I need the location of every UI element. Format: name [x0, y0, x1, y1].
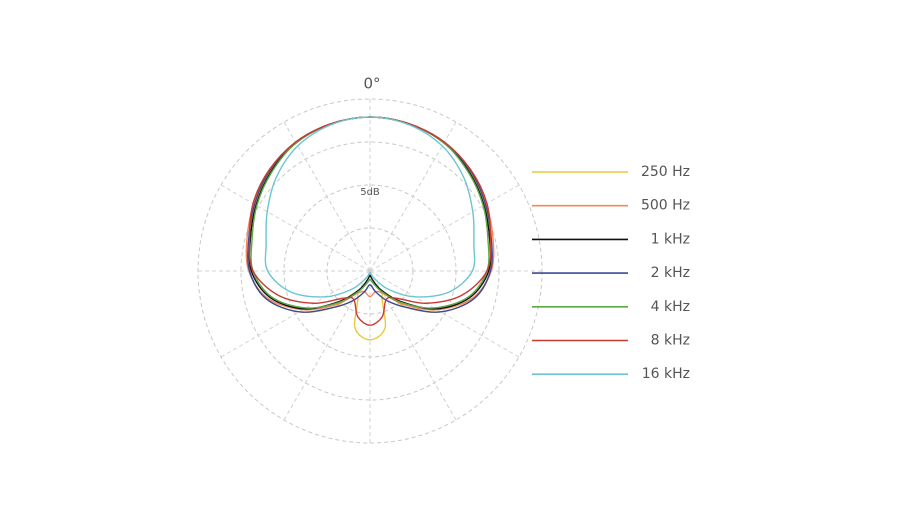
- legend-label: 4 kHz: [651, 299, 690, 315]
- angle-label: 0°: [363, 75, 380, 93]
- grid-spoke: [369, 184, 520, 272]
- legend-label: 8 kHz: [651, 333, 690, 349]
- legend-label: 500 Hz: [641, 198, 690, 214]
- series-curve: [264, 116, 476, 298]
- grid-spoke: [369, 270, 520, 358]
- series-curve: [250, 116, 490, 309]
- series-curve: [247, 116, 493, 341]
- series-curve: [248, 116, 492, 326]
- legend-label: 250 Hz: [641, 164, 690, 180]
- grid-spoke: [369, 270, 457, 421]
- grid-spoke: [220, 270, 371, 358]
- grid-spoke: [283, 270, 371, 421]
- grid-spoke: [283, 121, 371, 272]
- legend-label: 1 kHz: [651, 231, 690, 247]
- legend-label: 16 kHz: [642, 366, 690, 382]
- series-curve: [245, 116, 495, 311]
- series-curve: [248, 116, 492, 310]
- grid-spoke: [369, 121, 457, 272]
- grid-spoke: [220, 184, 371, 272]
- series-curve: [247, 116, 493, 313]
- legend-label: 2 kHz: [651, 265, 690, 281]
